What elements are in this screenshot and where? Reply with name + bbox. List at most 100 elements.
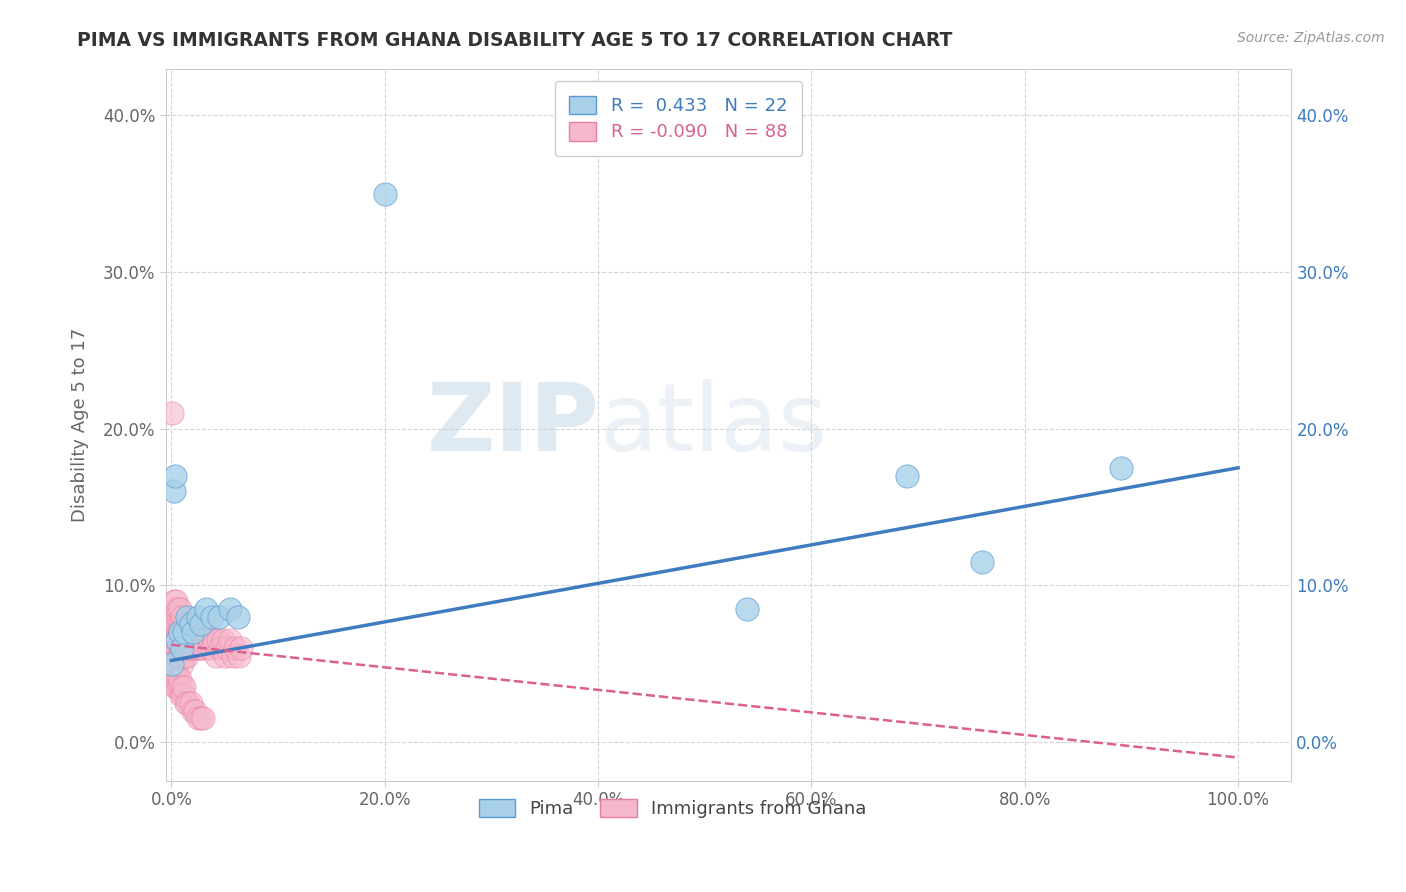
- Point: [162, 484, 184, 499]
- Point: [181, 640, 204, 655]
- Text: atlas: atlas: [599, 379, 828, 471]
- Point: [208, 609, 231, 624]
- Point: [177, 696, 200, 710]
- Point: [177, 640, 200, 655]
- Point: [166, 609, 188, 624]
- Point: [173, 617, 195, 632]
- Point: [162, 594, 184, 608]
- Point: [173, 625, 195, 640]
- Point: [187, 711, 209, 725]
- Text: PIMA VS IMMIGRANTS FROM GHANA DISABILITY AGE 5 TO 17 CORRELATION CHART: PIMA VS IMMIGRANTS FROM GHANA DISABILITY…: [77, 31, 953, 50]
- Point: [180, 617, 202, 632]
- Point: [165, 640, 187, 655]
- Point: [193, 640, 215, 655]
- Point: [179, 633, 201, 648]
- Point: [166, 633, 188, 648]
- Point: [167, 640, 190, 655]
- Point: [194, 601, 217, 615]
- Point: [176, 625, 198, 640]
- Point: [172, 688, 194, 702]
- Point: [165, 672, 187, 686]
- Point: [174, 648, 197, 663]
- Point: [162, 617, 184, 632]
- Point: [188, 633, 211, 648]
- Point: [181, 625, 204, 640]
- Point: [226, 609, 249, 624]
- Point: [172, 625, 194, 640]
- Point: [737, 601, 759, 615]
- Point: [177, 617, 200, 632]
- Point: [166, 672, 188, 686]
- Point: [163, 601, 186, 615]
- Point: [167, 617, 190, 632]
- Point: [170, 640, 193, 655]
- Point: [195, 625, 218, 640]
- Point: [224, 640, 246, 655]
- Point: [180, 640, 202, 655]
- Point: [166, 648, 188, 663]
- Point: [219, 633, 242, 648]
- Point: [222, 648, 245, 663]
- Point: [173, 680, 195, 694]
- Point: [169, 648, 191, 663]
- Point: [170, 680, 193, 694]
- Point: [197, 640, 219, 655]
- Point: [184, 640, 207, 655]
- Point: [198, 633, 221, 648]
- Point: [193, 633, 215, 648]
- Point: [174, 625, 197, 640]
- Text: ZIP: ZIP: [426, 379, 599, 471]
- Point: [229, 640, 252, 655]
- Point: [163, 625, 186, 640]
- Point: [173, 640, 195, 655]
- Point: [211, 633, 233, 648]
- Point: [190, 711, 212, 725]
- Point: [170, 657, 193, 671]
- Point: [176, 648, 198, 663]
- Point: [165, 594, 187, 608]
- Point: [170, 617, 193, 632]
- Point: [228, 648, 250, 663]
- Point: [201, 640, 224, 655]
- Point: [215, 640, 238, 655]
- Point: [163, 680, 186, 694]
- Point: [188, 640, 211, 655]
- Point: [167, 680, 190, 694]
- Point: [172, 648, 194, 663]
- Point: [169, 672, 191, 686]
- Point: [190, 617, 212, 632]
- Legend: Pima, Immigrants from Ghana: Pima, Immigrants from Ghana: [471, 791, 873, 825]
- Point: [170, 640, 193, 655]
- Point: [162, 657, 184, 671]
- Point: [163, 468, 186, 483]
- Point: [162, 406, 184, 420]
- Point: [162, 640, 184, 655]
- Point: [166, 633, 188, 648]
- Point: [219, 601, 242, 615]
- Point: [170, 633, 193, 648]
- Point: [183, 625, 205, 640]
- Point: [180, 617, 202, 632]
- Point: [201, 609, 224, 624]
- Point: [193, 711, 215, 725]
- Point: [184, 704, 207, 718]
- Point: [207, 633, 229, 648]
- Point: [162, 617, 184, 632]
- Point: [165, 617, 187, 632]
- Point: [180, 633, 202, 648]
- Point: [190, 640, 212, 655]
- Point: [181, 704, 204, 718]
- Point: [184, 633, 207, 648]
- Point: [205, 648, 228, 663]
- Point: [202, 633, 225, 648]
- Point: [180, 696, 202, 710]
- Point: [972, 555, 994, 569]
- Point: [170, 609, 193, 624]
- Point: [166, 625, 188, 640]
- Point: [214, 648, 236, 663]
- Y-axis label: Disability Age 5 to 17: Disability Age 5 to 17: [72, 327, 89, 522]
- Point: [162, 672, 184, 686]
- Point: [163, 648, 186, 663]
- Point: [176, 696, 198, 710]
- Point: [187, 609, 209, 624]
